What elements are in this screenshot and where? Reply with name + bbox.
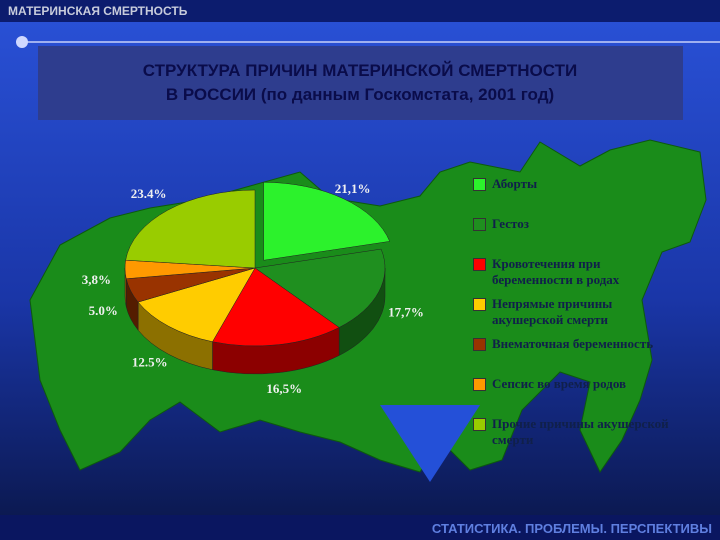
slice bbox=[137, 267, 256, 342]
legend-item: Гестоз bbox=[473, 216, 678, 232]
legend-swatch bbox=[473, 218, 486, 231]
value-label: 3,8% bbox=[82, 272, 111, 287]
legend-swatch bbox=[473, 338, 486, 351]
legend-label: Прочие причины акушерской смерти bbox=[492, 416, 669, 447]
title: СТРУКТУРА ПРИЧИН МАТЕРИНСКОЙ СМЕРТНОСТИ bbox=[143, 61, 577, 80]
legend-swatch bbox=[473, 298, 486, 311]
rule-dot bbox=[16, 36, 28, 48]
value-label: 21,1% bbox=[335, 181, 371, 196]
value-label: 16,5% bbox=[266, 381, 302, 396]
legend-label: Кровотечения при беременности в родах bbox=[492, 256, 620, 287]
slice bbox=[125, 189, 256, 269]
slice bbox=[263, 182, 391, 261]
legend-item: Сепсис во время родов bbox=[473, 376, 678, 392]
legend-label: Внематочная беременность bbox=[492, 336, 654, 351]
legend-swatch bbox=[473, 258, 486, 271]
legend-item: Непрямые причины акушерской смерти bbox=[473, 296, 678, 328]
title-box bbox=[38, 46, 683, 120]
legend-item: Кровотечения при беременности в родах bbox=[473, 256, 678, 288]
footer-bar bbox=[0, 515, 720, 540]
slice bbox=[254, 248, 386, 328]
legend-label: Сепсис во время родов bbox=[492, 376, 627, 391]
pointer bbox=[380, 405, 480, 482]
legend-label: Непрямые причины акушерской смерти bbox=[492, 296, 613, 327]
legend-label: Аборты bbox=[492, 176, 538, 191]
header-bar bbox=[0, 0, 720, 22]
legend-swatch bbox=[473, 378, 486, 391]
legend-swatch bbox=[473, 418, 486, 431]
slice bbox=[212, 267, 340, 347]
legend-item: Прочие причины акушерской смерти bbox=[473, 416, 678, 448]
footer: СТАТИСТИКА. ПРОБЛЕМЫ. ПЕРСПЕКТИВЫ bbox=[432, 521, 712, 536]
value-label: 17,7% bbox=[388, 305, 424, 320]
value-label: 23.4% bbox=[131, 186, 167, 201]
title: В РОССИИ (по данным Госкомстата, 2001 го… bbox=[166, 85, 554, 104]
value-label: 5.0% bbox=[89, 303, 118, 318]
legend-label: Гестоз bbox=[492, 216, 529, 231]
legend-swatch bbox=[473, 178, 486, 191]
legend-item: Аборты bbox=[473, 176, 678, 192]
value-label: 12.5% bbox=[132, 355, 168, 370]
header: МАТЕРИНСКАЯ СМЕРТНОСТЬ bbox=[8, 4, 188, 18]
legend-item: Внематочная беременность bbox=[473, 336, 678, 352]
